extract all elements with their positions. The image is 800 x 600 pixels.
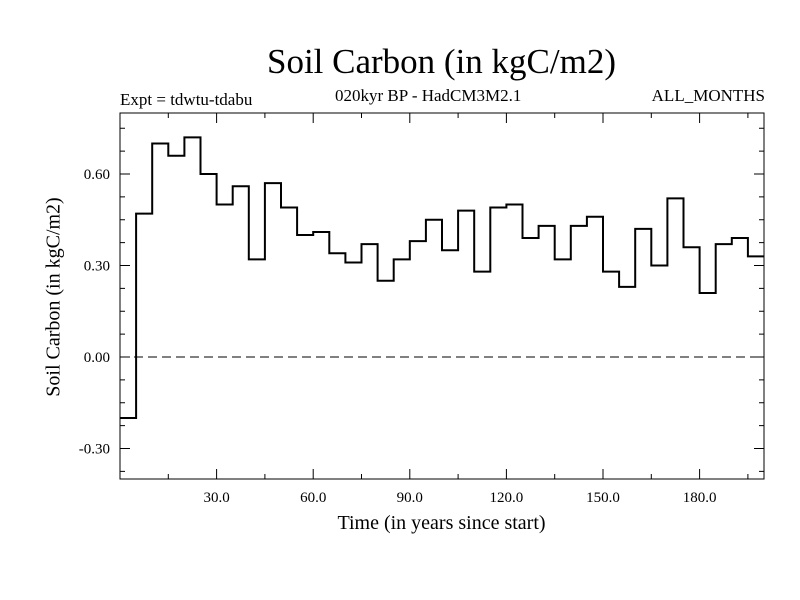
axis-ticks: [120, 113, 764, 479]
x-axis-label: Time (in years since start): [337, 512, 546, 534]
y-tick-label: 0.30: [84, 259, 110, 275]
plot-frame: [119, 112, 765, 480]
y-tick-label: 0.60: [84, 167, 110, 183]
months-label: ALL_MONTHS: [651, 86, 765, 105]
chart-title: Soil Carbon (in kgC/m2): [266, 42, 617, 81]
x-tick-label: 120.0: [490, 490, 524, 506]
tick-labels: 30.0 60.0 90.0 120.0 150.0 180.0 -0.30 0.00 0.30…: [79, 167, 717, 506]
x-tick-label: 60.0: [300, 490, 326, 506]
y-tick-label: 0.00: [84, 350, 110, 366]
x-tick-label: 150.0: [586, 490, 620, 506]
series-line-soil-carbon: [120, 136, 764, 419]
x-tick-label: 180.0: [683, 490, 717, 506]
x-tick-label: 30.0: [203, 490, 229, 506]
chart-subtitle: 020kyr BP - HadCM3M2.1: [335, 86, 522, 105]
x-tick-label: 90.0: [397, 490, 423, 506]
y-tick-label: -0.30: [79, 442, 110, 458]
experiment-label: Expt = tdwtu-tdabu: [120, 90, 253, 109]
